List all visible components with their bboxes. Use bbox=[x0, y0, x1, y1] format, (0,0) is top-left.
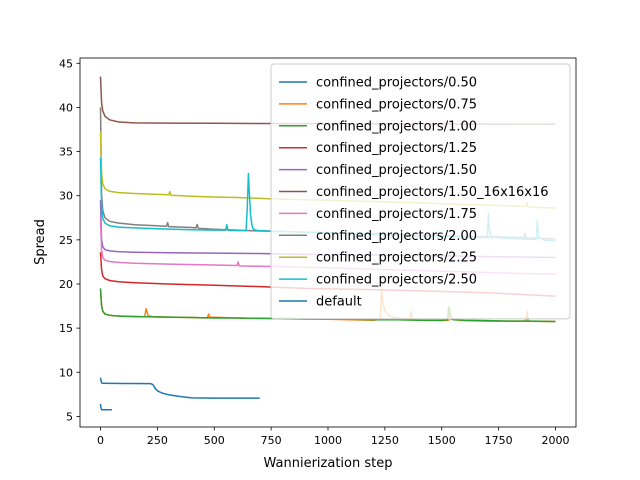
x-tick-label: 2000 bbox=[542, 434, 570, 447]
legend-label-7: confined_projectors/2.00 bbox=[316, 229, 477, 244]
axes-frame bbox=[79, 57, 577, 428]
legend-label-9: confined_projectors/2.50 bbox=[316, 273, 477, 288]
y-tick-label: 35 bbox=[59, 146, 73, 159]
y-tick-label: 30 bbox=[59, 190, 73, 203]
y-tick-label: 25 bbox=[59, 234, 73, 247]
x-tick-label: 1250 bbox=[371, 434, 399, 447]
y-tick-label: 40 bbox=[59, 101, 73, 114]
x-axis-ticks: 0 250 500 750 1000 1250 1500 1750 2000 bbox=[97, 427, 570, 447]
legend-label-2: confined_projectors/1.00 bbox=[316, 119, 477, 134]
y-tick-label: 5 bbox=[66, 410, 73, 423]
y-tick-label: 15 bbox=[59, 322, 73, 335]
x-tick-label: 1750 bbox=[485, 434, 513, 447]
legend-label-4: confined_projectors/1.50 bbox=[316, 163, 477, 178]
x-tick-label: 1500 bbox=[428, 434, 456, 447]
y-axis-ticks: 5 10 15 20 25 30 35 40 45 bbox=[59, 57, 80, 423]
series-line-10 bbox=[99, 403, 112, 411]
x-tick-label: 0 bbox=[97, 434, 104, 447]
x-axis-label: Wannierization step bbox=[264, 456, 393, 471]
legend: confined_projectors/0.50 confined_project… bbox=[270, 63, 571, 320]
legend-label-3: confined_projectors/1.25 bbox=[316, 141, 477, 156]
x-tick-label: 1000 bbox=[314, 434, 342, 447]
x-tick-label: 750 bbox=[261, 434, 282, 447]
legend-label-8: confined_projectors/2.25 bbox=[316, 251, 477, 266]
legend-label-6: confined_projectors/1.75 bbox=[316, 207, 477, 222]
legend-box bbox=[270, 63, 571, 320]
series-line-0 bbox=[99, 377, 260, 399]
y-tick-label: 45 bbox=[59, 57, 73, 70]
legend-label-10: default bbox=[316, 295, 362, 310]
x-tick-label: 500 bbox=[204, 434, 225, 447]
legend-label-0: confined_projectors/0.50 bbox=[316, 76, 477, 91]
y-tick-label: 20 bbox=[59, 278, 73, 291]
y-axis-label: Spread bbox=[33, 219, 48, 265]
y-tick-label: 10 bbox=[59, 366, 73, 379]
legend-label-5: confined_projectors/1.50_16x16x16 bbox=[316, 185, 549, 200]
x-tick-label: 250 bbox=[147, 434, 168, 447]
legend-label-1: confined_projectors/0.75 bbox=[316, 97, 477, 112]
